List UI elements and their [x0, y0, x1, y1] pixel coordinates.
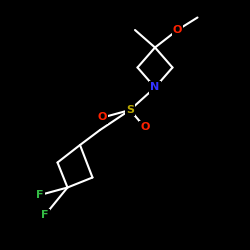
Text: O: O — [140, 122, 150, 132]
Text: N: N — [150, 82, 160, 92]
Text: O: O — [98, 112, 107, 122]
Text: S: S — [126, 105, 134, 115]
Text: O: O — [173, 25, 182, 35]
Text: F: F — [41, 210, 49, 220]
Text: F: F — [36, 190, 44, 200]
